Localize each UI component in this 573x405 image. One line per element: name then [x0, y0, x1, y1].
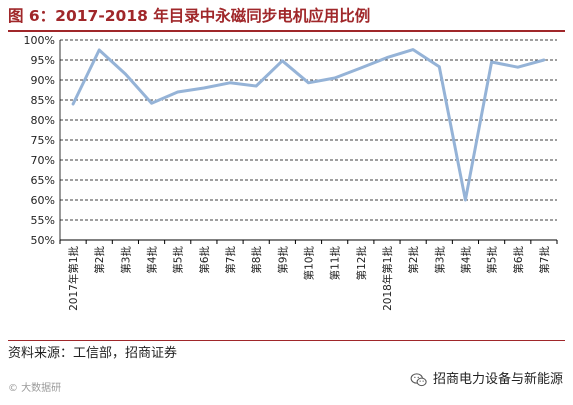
x-tick-label: 第2批: [407, 246, 420, 274]
x-tick-label: 2018年第1批: [381, 246, 394, 311]
data-point: [307, 81, 310, 85]
data-point: [438, 65, 441, 69]
data-point: [71, 102, 75, 106]
source-note: 资料来源：工信部，招商证券: [8, 346, 178, 361]
line-chart: 50% 55% 60% 65% 70% 75% 80% 85% 90% 95% 100% 2017年…: [24, 34, 558, 311]
title-underline: [8, 30, 565, 32]
x-tick-label: 第5批: [486, 246, 499, 274]
y-tick-label: 70%: [31, 154, 55, 167]
data-point: [150, 102, 153, 105]
y-tick-label: 100%: [24, 34, 55, 47]
chart-title: 图 6：2017-2018 年目录中永磁同步电机应用比例: [8, 7, 371, 25]
data-point: [98, 48, 101, 52]
x-tick-label: 第9批: [276, 246, 289, 274]
x-tick-label: 第8批: [250, 246, 263, 274]
data-point: [281, 59, 284, 62]
data-point: [411, 48, 415, 51]
source-divider: [8, 340, 565, 341]
data-point: [542, 58, 546, 62]
x-tick-label: 第4批: [146, 246, 159, 274]
x-tick-label: 第10批: [303, 246, 316, 281]
data-point: [359, 66, 363, 70]
x-axis: [59, 40, 558, 244]
x-tick-label: 第4批: [459, 246, 472, 274]
data-point: [385, 56, 389, 59]
y-tick-label: 55%: [31, 214, 55, 227]
x-tick-label: 第12批: [355, 246, 368, 281]
x-tick-label: 第2批: [93, 246, 106, 274]
y-tick-label: 50%: [31, 234, 55, 247]
x-tick-label: 第11批: [329, 246, 342, 281]
data-point: [228, 81, 232, 85]
data-point: [464, 198, 467, 202]
data-point: [490, 60, 493, 64]
data-point: [333, 76, 336, 80]
y-tick-label: 85%: [31, 94, 55, 107]
series-layer: [71, 48, 546, 202]
y-tick-label: 65%: [31, 174, 55, 187]
data-point: [124, 72, 127, 76]
data-point: [516, 66, 519, 69]
y-tick-label: 90%: [31, 74, 55, 87]
y-tick-label: 75%: [31, 134, 55, 147]
x-tick-label: 第6批: [512, 246, 525, 274]
x-tick-label: 第3批: [119, 246, 132, 274]
y-tick-label: 95%: [31, 54, 55, 67]
x-tick-label: 第6批: [198, 246, 211, 274]
y-tick-label: 80%: [31, 114, 55, 127]
series-line: [71, 48, 546, 202]
x-tick-label: 第7批: [224, 246, 237, 274]
data-point: [254, 84, 258, 88]
data-point: [202, 86, 206, 90]
data-point: [176, 90, 179, 94]
grid-lines: [60, 39, 557, 221]
brand-name: 招商电力设备与新能源: [432, 372, 563, 387]
x-tick-label: 第7批: [538, 246, 551, 274]
watermark-text: © 大数据研: [8, 383, 62, 394]
x-tick-label: 2017年第1批: [67, 246, 80, 311]
x-tick-label: 第5批: [172, 246, 185, 274]
brand-footer: 招商电力设备与新能源: [410, 370, 563, 390]
x-axis-ticks: 2017年第1批 第2批 第3批 第4批 第5批 第6批 第7批 第8批 第9批 第10批 第11批…: [67, 246, 551, 311]
wechat-icon: [410, 373, 427, 387]
y-tick-label: 60%: [31, 194, 55, 207]
y-axis-ticks: 50% 55% 60% 65% 70% 75% 80% 85% 90% 95% 100%: [24, 34, 55, 247]
x-tick-label: 第3批: [433, 246, 446, 274]
